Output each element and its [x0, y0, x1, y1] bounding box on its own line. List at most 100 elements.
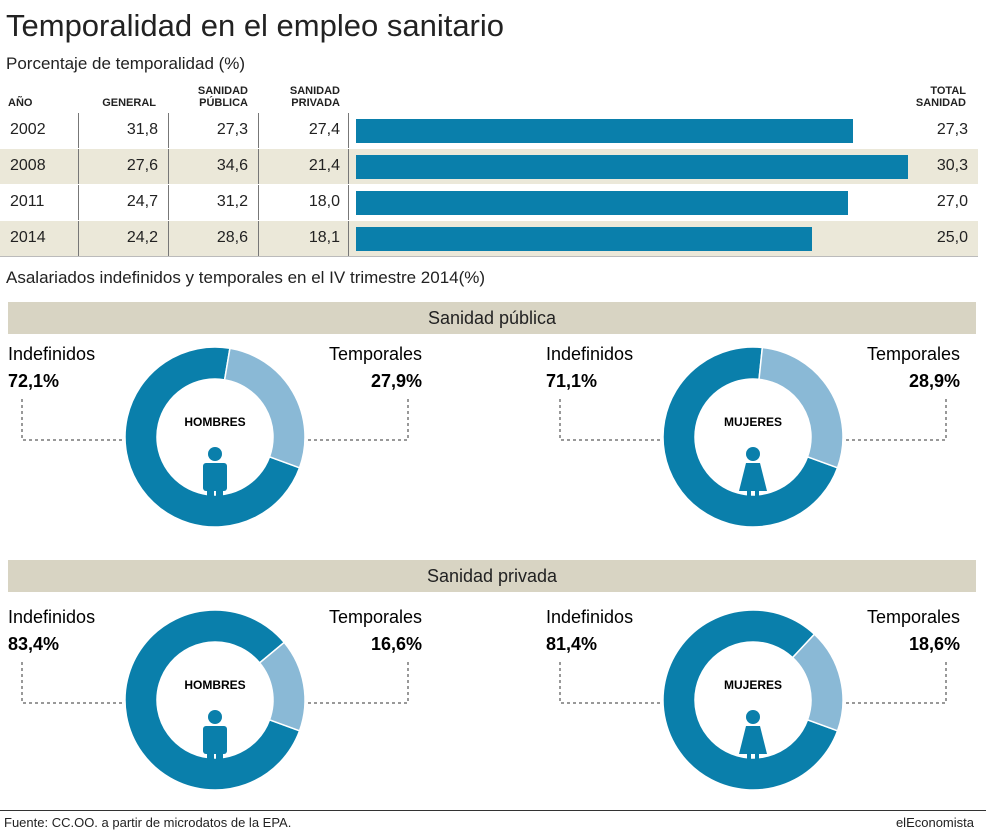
cell-divider [348, 185, 349, 220]
slice-name: Temporales [867, 607, 960, 627]
cell-divider [258, 113, 259, 148]
donut-slice [662, 346, 839, 528]
person-icon [739, 463, 767, 491]
privada-cell: 18,1 [308, 229, 340, 246]
publica-cell: 28,6 [216, 229, 248, 246]
cell-divider [168, 113, 169, 148]
cell-divider [168, 221, 169, 256]
slice-name: Indefinidos [546, 344, 633, 364]
cell-divider [258, 185, 259, 220]
general-cell: 27,6 [126, 157, 158, 174]
general-cell: 24,7 [126, 193, 158, 210]
person-icon [208, 710, 222, 724]
slice-value: 18,6% [909, 634, 960, 654]
publica-cell: 34,6 [216, 157, 248, 174]
slice-name: Indefinidos [8, 344, 95, 364]
bar [356, 227, 812, 251]
cell-divider [168, 185, 169, 220]
leader-line [559, 399, 663, 441]
leader-line [559, 662, 663, 704]
footer-rule [0, 810, 986, 811]
total-cell: 27,0 [936, 193, 968, 210]
general-cell: 24,2 [126, 229, 158, 246]
person-icon [207, 750, 214, 768]
bar [356, 191, 848, 215]
subtitle: Porcentaje de temporalidad (%) [6, 54, 246, 73]
center-label: HOMBRES [184, 678, 245, 692]
cell-divider [258, 221, 259, 256]
donut-slice [124, 609, 301, 791]
slice-value: 81,4% [546, 634, 597, 654]
column-header: TOTAL SANIDAD [915, 85, 966, 109]
publica-cell: 31,2 [216, 193, 248, 210]
slice-value: 28,9% [909, 371, 960, 391]
center-label: HOMBRES [184, 415, 245, 429]
slice-name: Indefinidos [546, 607, 633, 627]
publica-cell: 27,3 [216, 121, 248, 138]
cell-divider [78, 221, 79, 256]
leader-line [843, 662, 947, 704]
year-cell: 2011 [10, 193, 45, 210]
leader-line [305, 662, 409, 704]
center-label: MUJERES [724, 678, 782, 692]
donut-slice [791, 633, 844, 732]
year-cell: 2002 [10, 121, 46, 138]
cell-divider [78, 113, 79, 148]
person-icon [203, 726, 227, 754]
slice-value: 71,1% [546, 371, 597, 391]
column-header: SANIDAD PRIVADA [289, 85, 340, 109]
section-title: Asalariados indefinidos y temporales en … [6, 268, 486, 287]
slice-name: Indefinidos [8, 607, 95, 627]
leader-line [843, 399, 947, 441]
column-header: GENERAL [102, 97, 156, 109]
privada-cell: 18,0 [308, 193, 340, 210]
person-icon [208, 447, 222, 461]
year-cell: 2008 [10, 157, 46, 174]
person-icon [207, 487, 214, 505]
cell-divider [348, 113, 349, 148]
column-header: SANIDAD PÚBLICA [197, 85, 248, 109]
leader-line [21, 399, 125, 441]
year-cell: 2014 [10, 229, 46, 246]
source: Fuente: CC.OO. a partir de microdatos de… [4, 815, 292, 830]
leader-line [305, 399, 409, 441]
center-label: MUJERES [724, 415, 782, 429]
total-cell: 30,3 [936, 157, 968, 174]
group-title: Sanidad privada [8, 560, 976, 592]
slice-value: 27,9% [371, 371, 422, 391]
slice-name: Temporales [867, 344, 960, 364]
donut-slice [258, 641, 306, 732]
slice-value: 16,6% [371, 634, 422, 654]
cell-divider [78, 185, 79, 220]
cell-divider [348, 221, 349, 256]
donut-slice [223, 347, 306, 469]
cell-divider [258, 149, 259, 184]
person-icon [747, 754, 751, 768]
person-icon [746, 710, 760, 724]
person-icon [747, 491, 751, 505]
slice-name: Temporales [329, 607, 422, 627]
person-icon [203, 463, 227, 491]
total-cell: 25,0 [936, 229, 968, 246]
person-icon [216, 750, 223, 768]
privada-cell: 27,4 [308, 121, 340, 138]
cell-divider [168, 149, 169, 184]
donut-slice [124, 346, 301, 528]
person-icon [216, 487, 223, 505]
person-icon [739, 726, 767, 754]
general-cell: 31,8 [126, 121, 158, 138]
cell-divider [78, 149, 79, 184]
slice-name: Temporales [329, 344, 422, 364]
cell-divider [348, 149, 349, 184]
slice-value: 72,1% [8, 371, 59, 391]
person-icon [755, 491, 759, 505]
person-icon [746, 447, 760, 461]
person-icon [755, 754, 759, 768]
donut-slice [662, 609, 839, 791]
brand: elEconomista [895, 815, 974, 830]
bar [356, 155, 909, 179]
group-title: Sanidad pública [8, 302, 976, 334]
total-cell: 27,3 [936, 121, 968, 138]
